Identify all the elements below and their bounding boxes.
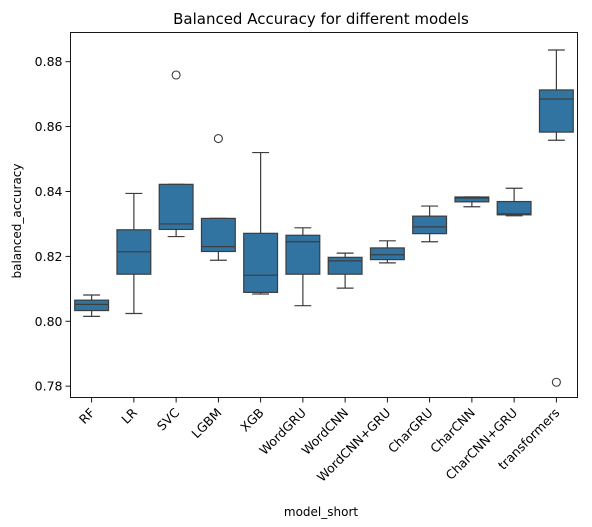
y-tick-label: 0.88 — [35, 54, 63, 69]
iqr-box — [285, 234, 321, 275]
x-tick-label: WordCNN+GRU — [314, 405, 394, 485]
x-tick-label: LR — [118, 405, 140, 427]
y-tick-label: 0.84 — [35, 184, 63, 199]
x-axis: RF LR SVC LGBM XGBWordGRUWordCNNWordCNN+GRUC… — [76, 397, 562, 485]
x-tick-label: RF — [76, 405, 98, 427]
x-tick-label: SVC — [154, 405, 183, 434]
iqr-box — [243, 232, 279, 293]
y-tick-label: 0.82 — [35, 249, 63, 264]
x-tick-label: XGB — [237, 405, 267, 435]
outlier-point — [171, 70, 181, 80]
box-wordcnn — [327, 252, 363, 289]
chart-title: Balanced Accuracy for different models — [173, 10, 469, 28]
box-rf — [74, 294, 110, 317]
y-axis: 0.78 0.80 0.82 0.84 0.86 0.88 — [35, 54, 71, 394]
iqr-box — [200, 217, 236, 253]
x-tick-label: CharCNN+GRU — [443, 405, 521, 483]
box-svc — [158, 70, 194, 238]
y-tick-label: 0.80 — [35, 314, 63, 329]
iqr-box — [412, 215, 448, 235]
x-axis-label: model_short — [284, 505, 358, 519]
box-charcnn-gru — [496, 187, 532, 217]
iqr-box — [158, 183, 194, 231]
iqr-box — [327, 256, 363, 275]
iqr-box — [369, 247, 405, 261]
iqr-box — [538, 89, 574, 133]
box-wordcnn-gru — [369, 240, 405, 264]
outlier-point — [551, 377, 561, 387]
box-lr — [116, 192, 152, 315]
plot-frame — [70, 32, 578, 398]
iqr-box — [454, 196, 490, 203]
y-axis-label: balanced_accuracy — [10, 163, 24, 278]
box-chargru — [412, 205, 448, 243]
iqr-box — [74, 299, 110, 312]
box-lgbm — [200, 134, 236, 261]
x-tick-label: CharGRU — [385, 405, 436, 456]
outlier-point — [213, 134, 223, 144]
box-wordgru — [285, 227, 321, 307]
box-charcnn — [454, 196, 490, 208]
box-transformers — [538, 49, 574, 387]
y-tick-label: 0.78 — [35, 379, 63, 394]
x-tick-label: LGBM — [188, 405, 224, 441]
iqr-box — [496, 200, 532, 216]
box-xgb — [243, 151, 279, 295]
boxes-layer — [74, 49, 574, 387]
y-tick-label: 0.86 — [35, 119, 63, 134]
